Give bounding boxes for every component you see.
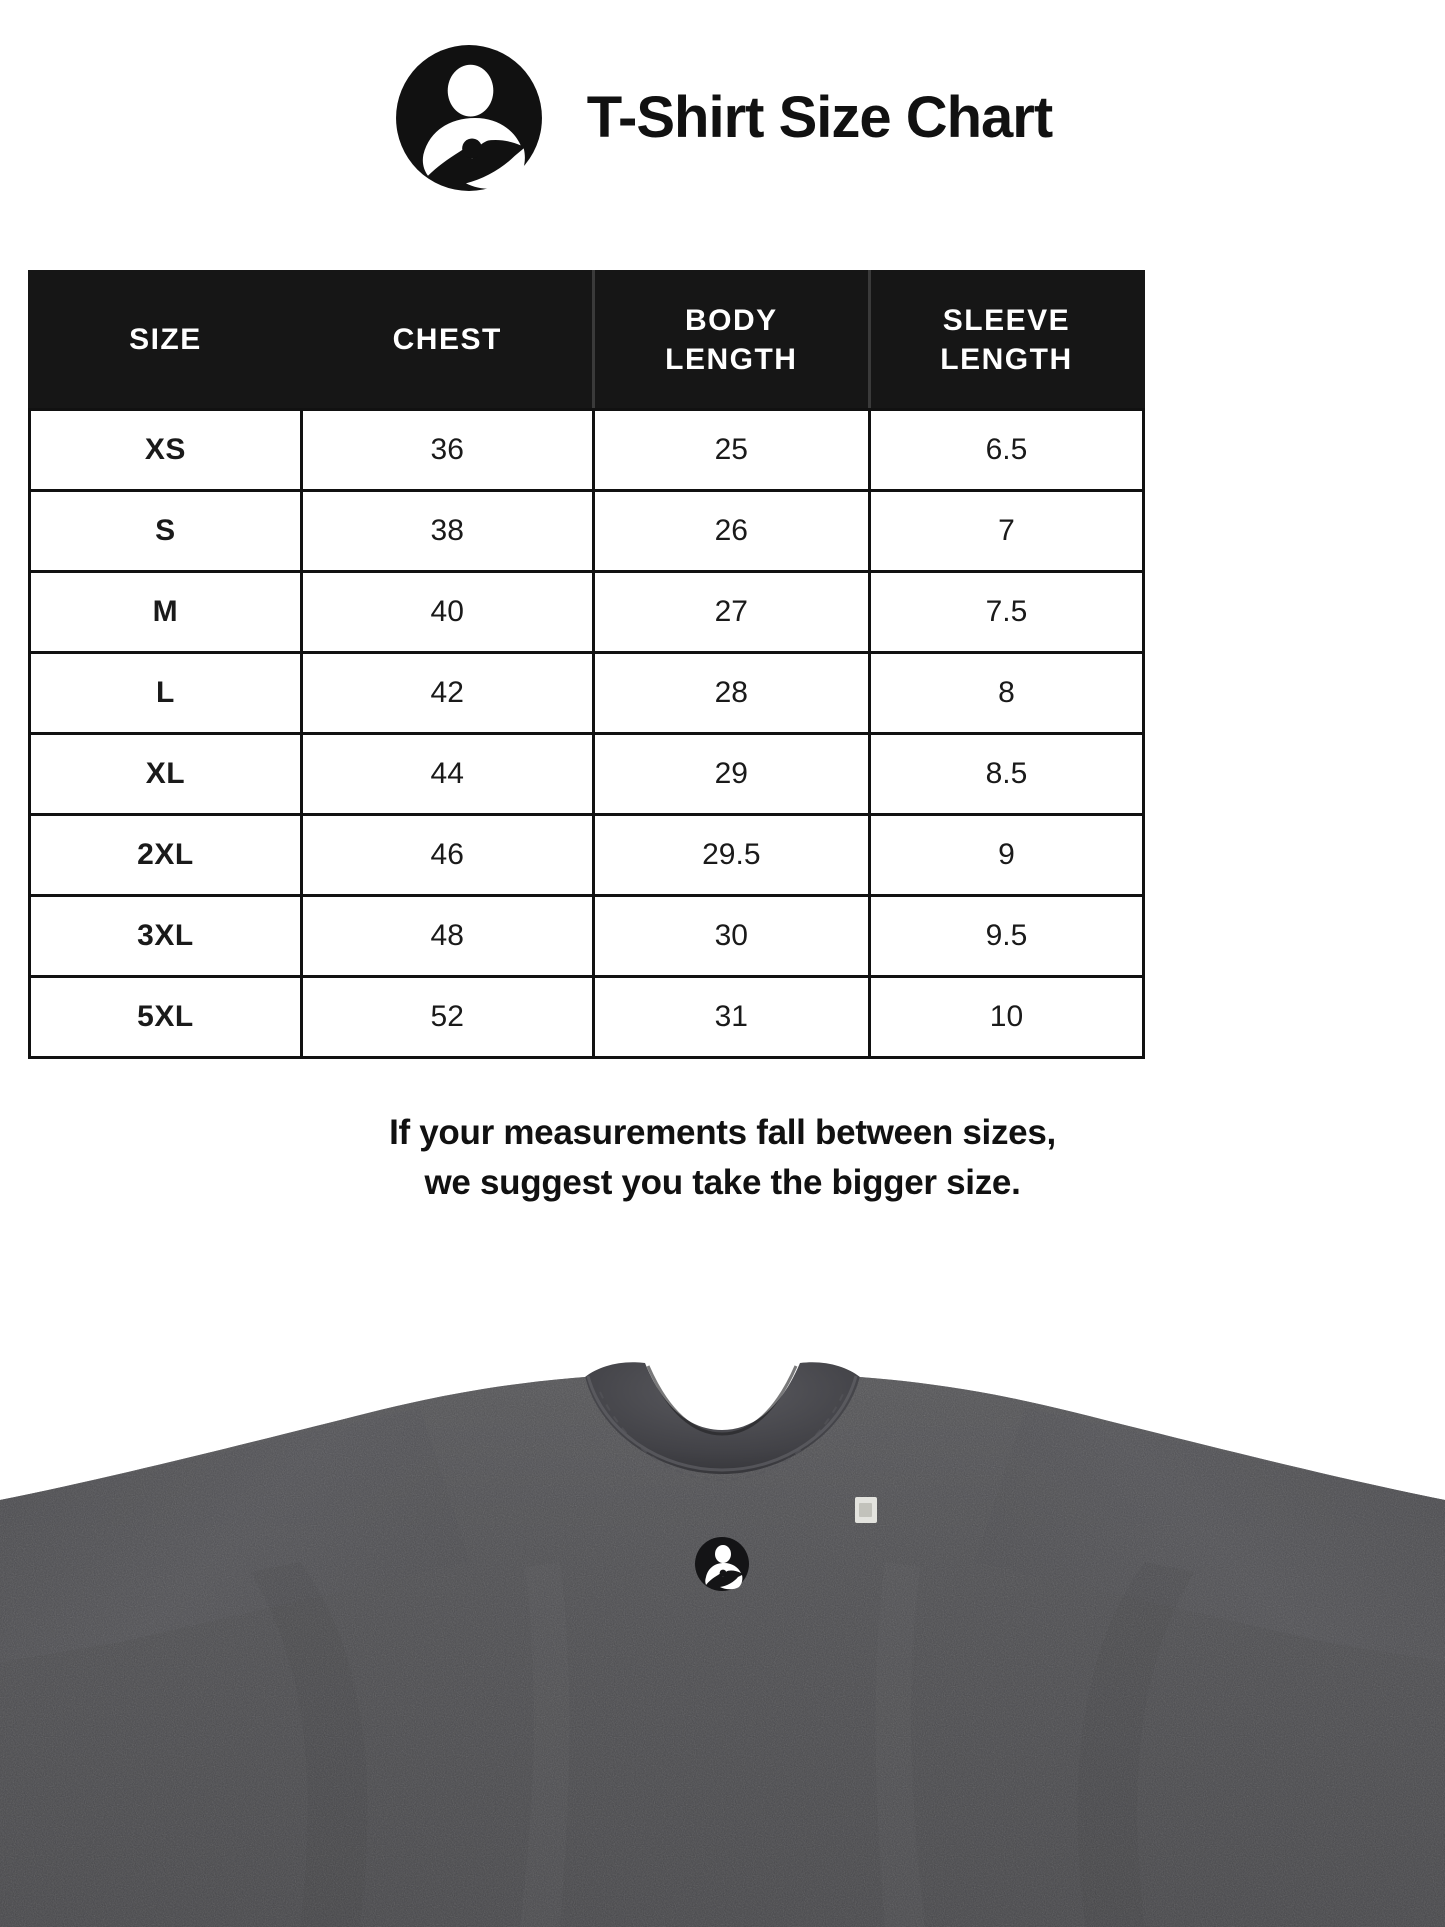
- table-row: XS 36 25 6.5: [28, 408, 1146, 492]
- cell-chest: 42: [299, 651, 595, 735]
- size-chart-table: SIZE CHEST BODY LENGTH SLEEVE LENGTH XS …: [28, 270, 1146, 1059]
- cell-chest: 44: [299, 732, 595, 816]
- cell-chest: 48: [299, 894, 595, 978]
- cell-size: 3XL: [28, 894, 303, 978]
- cell-body-length: 29: [591, 732, 871, 816]
- cell-chest: 36: [299, 408, 595, 492]
- column-header-sleeve-length: SLEEVE LENGTH: [867, 270, 1146, 411]
- cell-size: XL: [28, 732, 303, 816]
- cell-chest: 38: [299, 489, 595, 573]
- table-row: M 40 27 7.5: [28, 570, 1146, 654]
- table-header-row: SIZE CHEST BODY LENGTH SLEEVE LENGTH: [28, 270, 1146, 411]
- cell-size: M: [28, 570, 303, 654]
- page-title: T-Shirt Size Chart: [586, 85, 1053, 150]
- neck-label-parent-child-logo-icon: [695, 1537, 749, 1591]
- column-header-body-length: BODY LENGTH: [591, 270, 871, 411]
- cell-body-length: 28: [591, 651, 871, 735]
- table-row: L 42 28 8: [28, 651, 1146, 735]
- cell-sleeve-length: 8.5: [867, 732, 1146, 816]
- cell-sleeve-length: 8: [867, 651, 1146, 735]
- table-row: 5XL 52 31 10: [28, 975, 1146, 1059]
- cell-sleeve-length: 7.5: [867, 570, 1146, 654]
- cell-size: S: [28, 489, 303, 573]
- cell-chest: 46: [299, 813, 595, 897]
- size-chart-table-wrapper: SIZE CHEST BODY LENGTH SLEEVE LENGTH XS …: [28, 270, 1146, 1059]
- table-row: 3XL 48 30 9.5: [28, 894, 1146, 978]
- cell-sleeve-length: 9: [867, 813, 1146, 897]
- cell-body-length: 26: [591, 489, 871, 573]
- parent-child-logo-icon: [393, 42, 545, 194]
- cell-sleeve-length: 7: [867, 489, 1146, 573]
- cell-body-length: 30: [591, 894, 871, 978]
- cell-sleeve-length: 6.5: [867, 408, 1146, 492]
- cell-size: L: [28, 651, 303, 735]
- cell-chest: 52: [299, 975, 595, 1059]
- tshirt-neckline-photo: [0, 1262, 1445, 1927]
- column-header-chest: CHEST: [299, 270, 595, 411]
- column-header-size: SIZE: [28, 270, 303, 411]
- page-header: T-Shirt Size Chart: [0, 0, 1445, 198]
- cell-body-length: 27: [591, 570, 871, 654]
- cell-body-length: 25: [591, 408, 871, 492]
- sizing-note-line-2: we suggest you take the bigger size.: [424, 1162, 1021, 1202]
- sizing-note-line-1: If your measurements fall between sizes,: [389, 1113, 1056, 1152]
- table-row: S 38 26 7: [28, 489, 1146, 573]
- cell-chest: 40: [299, 570, 595, 654]
- cell-sleeve-length: 9.5: [867, 894, 1146, 978]
- cell-size: 2XL: [28, 813, 303, 897]
- sizing-note: If your measurements fall between sizes,…: [0, 1108, 1445, 1207]
- cell-size: 5XL: [28, 975, 303, 1059]
- shirt-collar: [585, 1362, 860, 1482]
- cell-size: XS: [28, 408, 303, 492]
- cell-sleeve-length: 10: [867, 975, 1146, 1059]
- cell-body-length: 31: [591, 975, 871, 1059]
- table-row: XL 44 29 8.5: [28, 732, 1146, 816]
- table-row: 2XL 46 29.5 9: [28, 813, 1146, 897]
- cell-body-length: 29.5: [591, 813, 871, 897]
